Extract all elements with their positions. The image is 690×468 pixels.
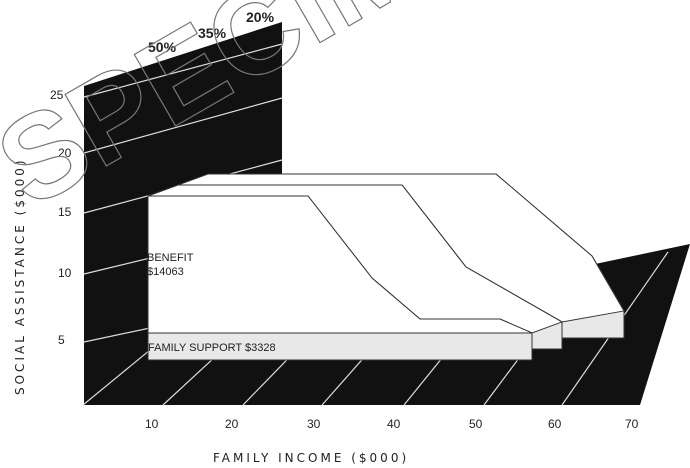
- benefit-label: BENEFIT: [147, 252, 194, 264]
- x-tick-label: 70: [625, 417, 639, 431]
- x-tick-label: 50: [469, 417, 483, 431]
- y-tick-label: 10: [58, 266, 72, 280]
- x-tick-label: 30: [307, 417, 321, 431]
- x-tick-label: 60: [548, 417, 562, 431]
- benefit-value: $14063: [147, 266, 184, 278]
- x-tick-labels: 10 20 30 40 50 60 70: [145, 417, 639, 431]
- family-support-label: FAMILY SUPPORT $3328: [148, 342, 276, 354]
- x-tick-label: 10: [145, 417, 159, 431]
- y-tick-label: 5: [58, 333, 65, 347]
- x-tick-label: 40: [387, 417, 401, 431]
- x-tick-label: 20: [225, 417, 239, 431]
- x-axis-title: FAMILY INCOME ($000): [213, 451, 409, 465]
- benefit-surface: [148, 174, 624, 360]
